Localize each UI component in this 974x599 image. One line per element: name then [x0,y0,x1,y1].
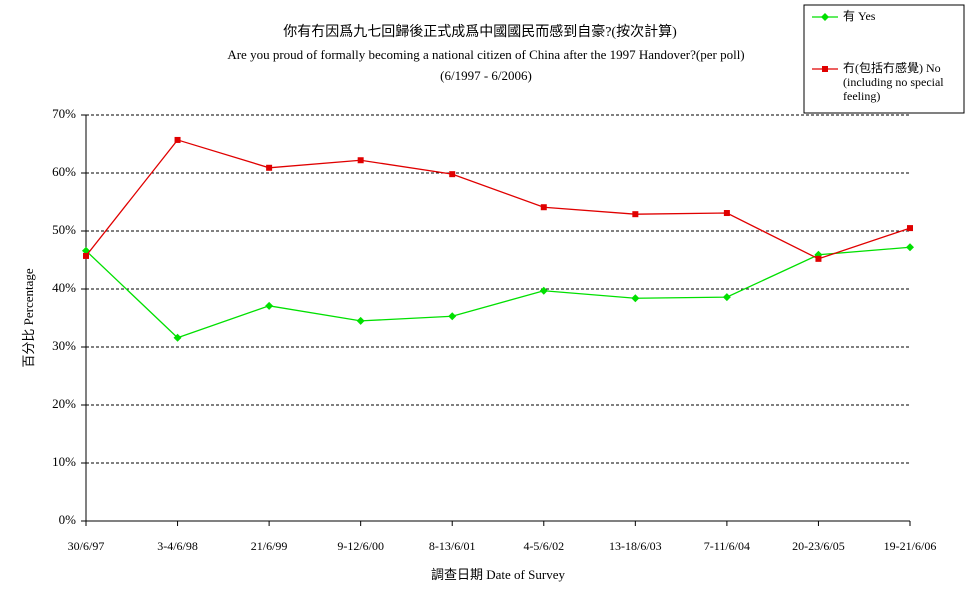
y-tick-label: 0% [59,512,77,527]
x-tick-label: 30/6/97 [68,539,105,553]
point [448,312,457,321]
point [632,211,639,218]
x-axis-label: 調查日期 Date of Survey [431,567,565,582]
y-tick-label: 10% [52,454,76,469]
x-tick-label: 4-5/6/02 [523,539,564,553]
point [173,333,182,342]
point [83,252,89,259]
point [906,243,914,252]
legend-label: 有 Yes [843,9,876,23]
point [357,157,364,164]
chart-subtitle: (6/1997 - 6/2006) [440,68,532,83]
x-tick-label: 3-4/6/98 [157,539,198,553]
y-axis-label: 百分比 Percentage [21,268,36,368]
x-tick-label: 8-13/6/01 [429,539,476,553]
point [174,136,181,143]
point [815,255,822,262]
legend-label: 冇(包括冇感覺) No (including no special feelin… [843,61,944,103]
legend-entry: 冇(包括冇感覺) No (including no special feelin… [843,61,944,103]
x-tick-label: 7-11/6/04 [704,539,750,553]
y-tick-label: 60% [52,164,76,179]
x-tick-label: 21/6/99 [251,539,288,553]
x-tick-label: 13-18/6/03 [609,539,662,553]
legend-entry: 有 Yes [843,9,876,23]
point [631,294,640,303]
legend-box [803,4,965,114]
point [266,164,273,171]
point [265,301,274,310]
x-tick-label: 19-21/6/06 [884,539,937,553]
x-tick-label: 20-23/6/05 [792,539,845,553]
chart-subtitle: Are you proud of formally becoming a nat… [227,47,744,62]
point [821,13,829,21]
point [539,286,548,295]
point [723,210,730,217]
point [356,316,365,325]
chart-title: 你有冇因爲九七回歸後正式成爲中國國民而感到自豪?(按次計算) [283,23,677,40]
y-tick-label: 20% [52,396,76,411]
point [822,66,828,72]
x-tick-label: 9-12/6/00 [337,539,384,553]
y-tick-label: 70% [52,106,76,121]
point [449,171,456,178]
y-tick-label: 50% [52,222,76,237]
point [540,204,547,211]
line [85,139,911,260]
y-tick-label: 30% [52,338,76,353]
point [907,225,913,232]
point [722,293,731,302]
y-tick-label: 40% [52,280,76,295]
line [85,246,911,339]
